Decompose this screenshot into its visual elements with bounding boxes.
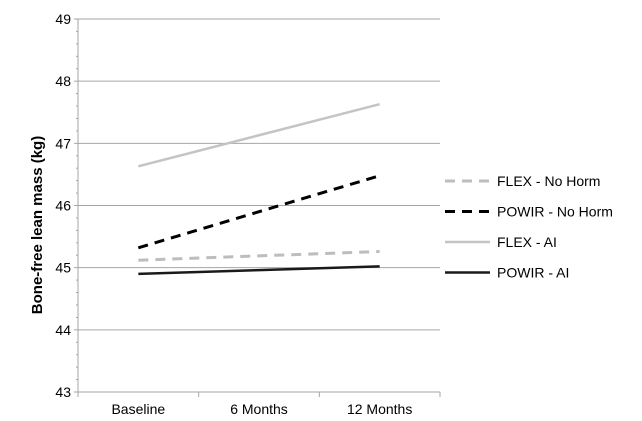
series-line-3 [138, 265, 380, 276]
y-tick-label: 47 [55, 135, 71, 151]
legend-label-2: FLEX - AI [497, 234, 557, 250]
x-tick-label: Baseline [111, 401, 165, 417]
y-tick-labels: 43 44 45 46 47 48 49 [55, 11, 71, 400]
y-tick-label: 43 [55, 384, 71, 400]
legend-label-0: FLEX - No Horm [497, 173, 600, 189]
series-line-2 [138, 102, 380, 168]
legend-label-3: POWIR - AI [497, 265, 569, 281]
x-tick-label: 6 Months [230, 401, 288, 417]
series-line-0 [138, 250, 380, 262]
y-tick-label: 45 [55, 260, 71, 276]
series-line-1 [137, 174, 381, 250]
x-tick-label: 12 Months [347, 401, 412, 417]
legend: FLEX - No Horm POWIR - No Horm FLEX - AI PO… [445, 173, 613, 281]
series-lines [137, 102, 381, 276]
y-tick-label: 46 [55, 198, 71, 214]
x-tick-labels: Baseline 6 Months 12 Months [111, 401, 412, 417]
y-axis-label: Bone-free lean mass (kg) [29, 136, 46, 314]
y-tick-label: 44 [55, 322, 71, 338]
axes [74, 18, 441, 397]
y-tick-label: 48 [55, 73, 71, 89]
gridlines [78, 18, 440, 331]
legend-label-1: POWIR - No Horm [497, 204, 613, 220]
y-tick-label: 49 [55, 11, 71, 27]
